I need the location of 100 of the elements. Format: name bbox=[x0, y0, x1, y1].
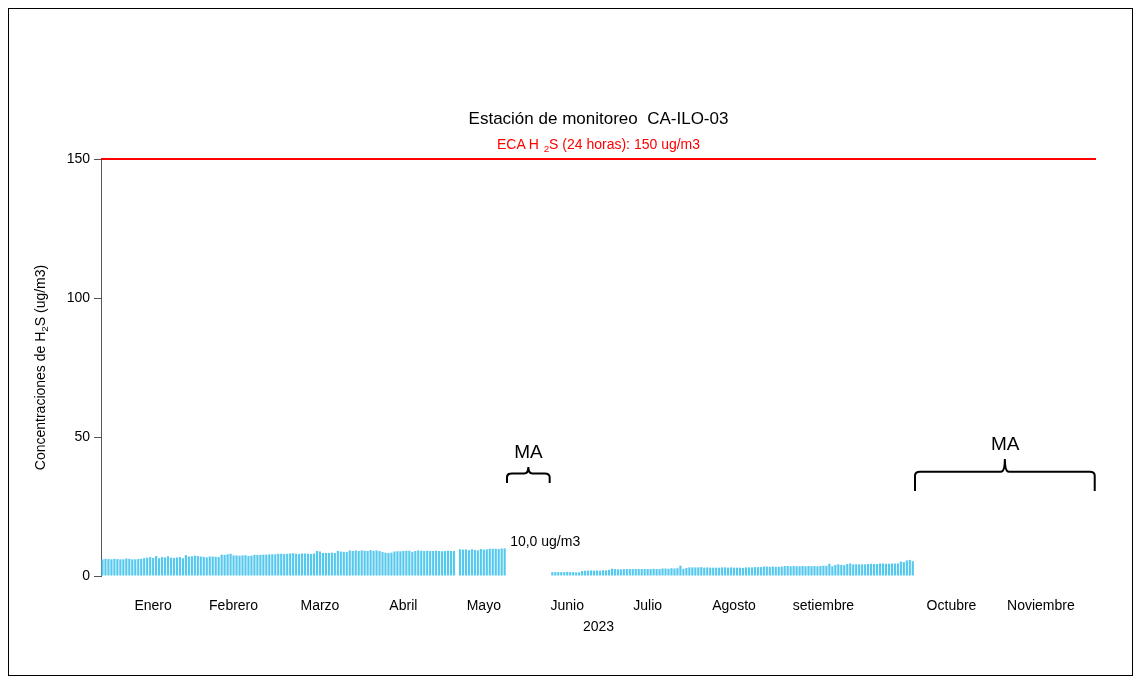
bar bbox=[804, 566, 807, 576]
chart-title: Estación de monitoreo CA-ILO-03 bbox=[468, 108, 729, 128]
bar bbox=[193, 555, 196, 576]
bar bbox=[104, 558, 107, 576]
bar bbox=[479, 549, 482, 576]
bar bbox=[870, 563, 873, 576]
bar bbox=[810, 566, 813, 576]
bar bbox=[208, 556, 211, 576]
bar bbox=[476, 550, 479, 576]
bar bbox=[673, 568, 676, 576]
bar bbox=[581, 571, 584, 576]
bar bbox=[387, 552, 390, 576]
bar bbox=[432, 550, 435, 576]
bar bbox=[190, 556, 193, 576]
bar bbox=[214, 556, 217, 576]
bar bbox=[691, 567, 694, 576]
bar bbox=[327, 552, 330, 576]
bar bbox=[569, 572, 572, 576]
bar bbox=[375, 550, 378, 576]
bar bbox=[697, 567, 700, 576]
bar bbox=[315, 550, 319, 576]
bar bbox=[831, 566, 834, 576]
bar bbox=[557, 572, 560, 576]
bar bbox=[202, 556, 205, 576]
bar bbox=[688, 567, 691, 576]
bar bbox=[423, 550, 426, 576]
bar bbox=[622, 569, 625, 576]
x-tick-label: Marzo bbox=[300, 597, 340, 614]
bar bbox=[137, 559, 140, 576]
x-tick-label: Noviembre bbox=[1007, 597, 1075, 614]
bar bbox=[140, 558, 143, 576]
bar bbox=[616, 569, 619, 576]
x-tick-label: Julio bbox=[633, 597, 663, 614]
bar bbox=[131, 559, 134, 576]
bar bbox=[640, 569, 643, 576]
bar bbox=[271, 554, 274, 576]
bar bbox=[318, 551, 322, 576]
bar bbox=[259, 554, 262, 576]
bar bbox=[306, 553, 310, 576]
bar bbox=[896, 563, 899, 576]
bar bbox=[703, 567, 706, 576]
bar bbox=[840, 564, 843, 576]
bar bbox=[238, 555, 241, 576]
bar bbox=[500, 548, 503, 576]
bar bbox=[753, 567, 756, 576]
bar bbox=[682, 568, 685, 576]
bar bbox=[694, 567, 697, 576]
bar bbox=[446, 550, 450, 576]
bar bbox=[551, 572, 554, 576]
bar bbox=[741, 567, 745, 576]
bar bbox=[128, 558, 131, 576]
bar bbox=[875, 564, 879, 576]
bar bbox=[113, 558, 116, 576]
bar bbox=[354, 550, 357, 576]
bar bbox=[172, 557, 176, 576]
bar bbox=[494, 548, 497, 576]
bar bbox=[724, 567, 727, 576]
bar bbox=[303, 553, 307, 576]
x-tick-label: Mayo bbox=[466, 597, 502, 614]
bar bbox=[330, 552, 333, 576]
bar bbox=[357, 550, 360, 576]
bar bbox=[589, 570, 593, 576]
bar bbox=[309, 554, 313, 576]
bar bbox=[402, 550, 405, 576]
bar bbox=[554, 572, 557, 576]
bar bbox=[211, 556, 214, 576]
bar bbox=[348, 550, 351, 576]
x-tick-label: Enero bbox=[134, 597, 173, 614]
bar bbox=[274, 554, 277, 576]
x-tick-label: Abril bbox=[389, 597, 418, 614]
bar bbox=[795, 566, 798, 576]
y-tick-label: 100 bbox=[66, 288, 91, 305]
bar bbox=[458, 549, 462, 576]
bar bbox=[298, 554, 301, 576]
bar bbox=[572, 572, 575, 576]
bar bbox=[834, 564, 837, 576]
bar bbox=[292, 553, 295, 576]
bar bbox=[417, 550, 420, 576]
bar bbox=[175, 557, 179, 576]
bar bbox=[324, 552, 327, 576]
bar bbox=[667, 568, 670, 576]
bar bbox=[187, 556, 190, 576]
bar bbox=[655, 569, 658, 576]
bar bbox=[107, 559, 110, 576]
bar bbox=[649, 569, 652, 576]
bar bbox=[372, 550, 375, 576]
bar bbox=[765, 566, 768, 576]
bar bbox=[158, 558, 161, 576]
bar bbox=[241, 555, 244, 576]
bar bbox=[283, 554, 286, 576]
bar bbox=[825, 565, 828, 576]
bar bbox=[846, 564, 849, 576]
x-axis-title: 2023 bbox=[582, 617, 615, 634]
bar bbox=[864, 564, 867, 576]
bar bbox=[738, 567, 742, 576]
bar bbox=[771, 566, 774, 576]
bar bbox=[747, 567, 751, 576]
bar bbox=[485, 549, 488, 576]
bar bbox=[470, 549, 473, 576]
bar bbox=[881, 563, 885, 576]
